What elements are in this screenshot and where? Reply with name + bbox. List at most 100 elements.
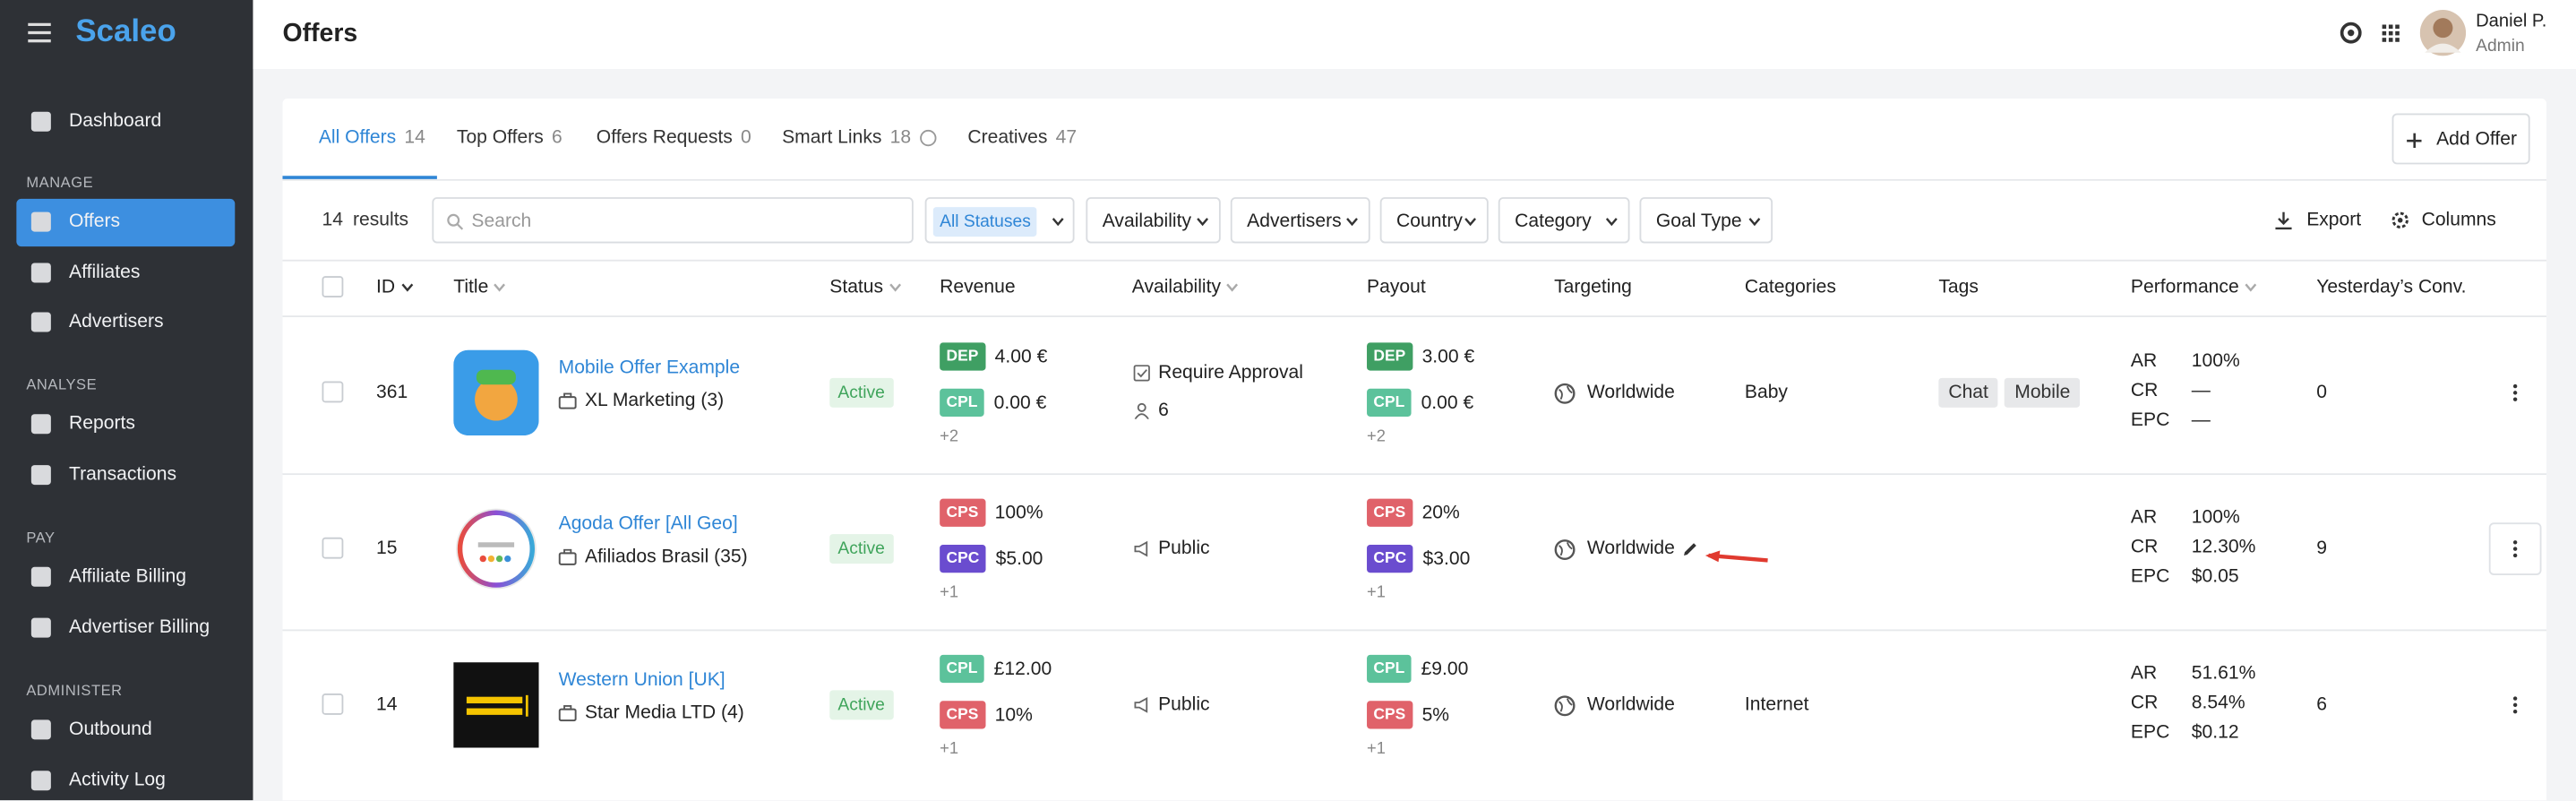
column-header[interactable]: Status — [829, 277, 884, 297]
nav-item[interactable]: Outbound — [69, 719, 152, 740]
row-menu[interactable] — [2512, 383, 2518, 402]
row-menu[interactable] — [2512, 539, 2518, 559]
nav-item[interactable]: Reports — [69, 414, 135, 435]
nav-icon-svg — [30, 211, 51, 232]
column-header[interactable]: Title — [453, 277, 489, 297]
row-menu-svg — [2512, 540, 2518, 558]
results: 14 results — [322, 211, 408, 230]
type-badge: CPL — [1367, 654, 1412, 684]
header-border — [282, 315, 2546, 317]
avatar-svg — [2419, 10, 2467, 56]
checkbox[interactable] — [322, 381, 344, 403]
checkbox[interactable] — [322, 537, 344, 559]
availability: Public — [1158, 694, 1210, 715]
export-icon-svg — [2275, 211, 2292, 229]
caret-svg — [2245, 283, 2256, 292]
tab-label-wrap: Creatives 47 — [967, 128, 1077, 148]
plus-icon — [2407, 132, 2422, 148]
yesterday-conversions: 0 — [2316, 383, 2327, 403]
tab-label-wrap: Offers Requests 0 — [597, 128, 751, 148]
page-title: Offers — [282, 20, 358, 48]
columns-button[interactable]: Columns — [2421, 210, 2496, 230]
caret-svg — [1197, 218, 1209, 227]
nav-item[interactable]: Advertisers — [69, 313, 164, 333]
type-badge: CPS — [1367, 498, 1413, 527]
annotation-arrow — [1704, 550, 1771, 566]
brand[interactable]: Scaleo — [75, 14, 176, 50]
add-offer-button[interactable]: Add Offer — [2391, 113, 2530, 165]
metric-value: $0.05 — [2191, 566, 2239, 587]
nav-item[interactable]: Affiliates — [69, 262, 141, 282]
type-badge: CPL — [940, 388, 984, 417]
tab-label-wrap: Smart Links 18 — [782, 128, 936, 148]
status-filter[interactable]: All Statuses — [924, 197, 1075, 244]
edit-icon — [1682, 540, 1698, 556]
nav-icon — [30, 768, 53, 791]
tab-label: All Offers — [318, 128, 397, 149]
nav-item[interactable]: Activity Log — [69, 770, 166, 790]
filter-button[interactable]: Country — [1379, 197, 1489, 244]
payout: CPL £9.00 — [1367, 654, 1468, 684]
briefcase-icon — [558, 392, 577, 409]
nav-item[interactable]: Advertiser Billing — [69, 617, 210, 638]
offer-title[interactable]: Agoda Offer [All Geo] — [558, 514, 738, 535]
caret — [400, 282, 414, 292]
type-badge: CPL — [940, 654, 984, 684]
metric-value: 12.30% — [2191, 537, 2256, 557]
tab-count: 0 — [741, 128, 751, 149]
checkbox[interactable] — [322, 276, 344, 297]
column-header: Payout — [1367, 277, 1426, 297]
nav-item[interactable]: Dashboard — [69, 111, 162, 132]
more-count: +1 — [940, 740, 959, 759]
columns-icon — [2391, 211, 2410, 230]
status-filter-label: All Statuses — [932, 207, 1038, 237]
user-role: Admin — [2476, 36, 2525, 56]
metric-label: EPC — [2130, 410, 2170, 431]
amount: 5% — [1421, 704, 1450, 725]
filter-button[interactable]: Availability — [1086, 197, 1221, 244]
more-count: +1 — [1367, 584, 1386, 603]
nav-icon-svg — [30, 770, 51, 790]
filter-button[interactable]: Category — [1498, 197, 1630, 244]
metric-label: AR — [2130, 507, 2158, 528]
checkbox[interactable] — [322, 693, 344, 715]
nav-item[interactable]: Offers — [69, 211, 121, 232]
filter-label: Advertisers — [1247, 211, 1342, 232]
column-header[interactable]: ID — [376, 277, 396, 297]
column-header[interactable]: Availability — [1131, 277, 1222, 297]
column-header[interactable]: Performance — [2130, 277, 2239, 297]
nav-icon — [30, 616, 53, 639]
tab-count: 14 — [404, 128, 425, 149]
avatar — [2419, 10, 2467, 56]
category: Internet — [1744, 694, 1809, 715]
briefcase-icon-svg — [558, 705, 577, 722]
nav-icon — [30, 261, 53, 284]
row-menu[interactable] — [2512, 695, 2518, 715]
apps-icon — [2382, 23, 2400, 42]
caret-svg — [1748, 218, 1761, 227]
search-placeholder: Search — [471, 211, 532, 232]
offer-id: 361 — [376, 383, 408, 403]
add-offer-label: Add Offer — [2436, 129, 2517, 150]
filter-label: Country — [1396, 211, 1463, 232]
nav-icon — [30, 565, 53, 589]
yesterday-conversions: 9 — [2316, 538, 2327, 559]
tabs-border — [282, 178, 2546, 181]
availability: Public — [1158, 538, 1210, 559]
caret — [2244, 282, 2257, 292]
globe-icon — [1554, 694, 1576, 716]
nav-item[interactable]: Affiliate Billing — [69, 566, 186, 587]
caret — [1748, 217, 1762, 227]
nav-item[interactable]: Transactions — [69, 465, 177, 486]
filter-button[interactable]: Advertisers — [1230, 197, 1370, 244]
filter-button[interactable]: Goal Type — [1639, 197, 1773, 244]
type-badge: CPC — [940, 545, 986, 573]
offer-title[interactable]: Mobile Offer Example — [558, 357, 741, 378]
export-button[interactable]: Export — [2306, 210, 2362, 230]
more-count: +2 — [940, 427, 959, 446]
search-input[interactable]: Search — [432, 197, 914, 244]
offer-title[interactable]: Western Union [UK] — [558, 670, 726, 691]
yesterday-conversions: 6 — [2316, 694, 2327, 715]
row-menu-svg — [2512, 696, 2518, 714]
globe-icon — [1554, 538, 1576, 560]
